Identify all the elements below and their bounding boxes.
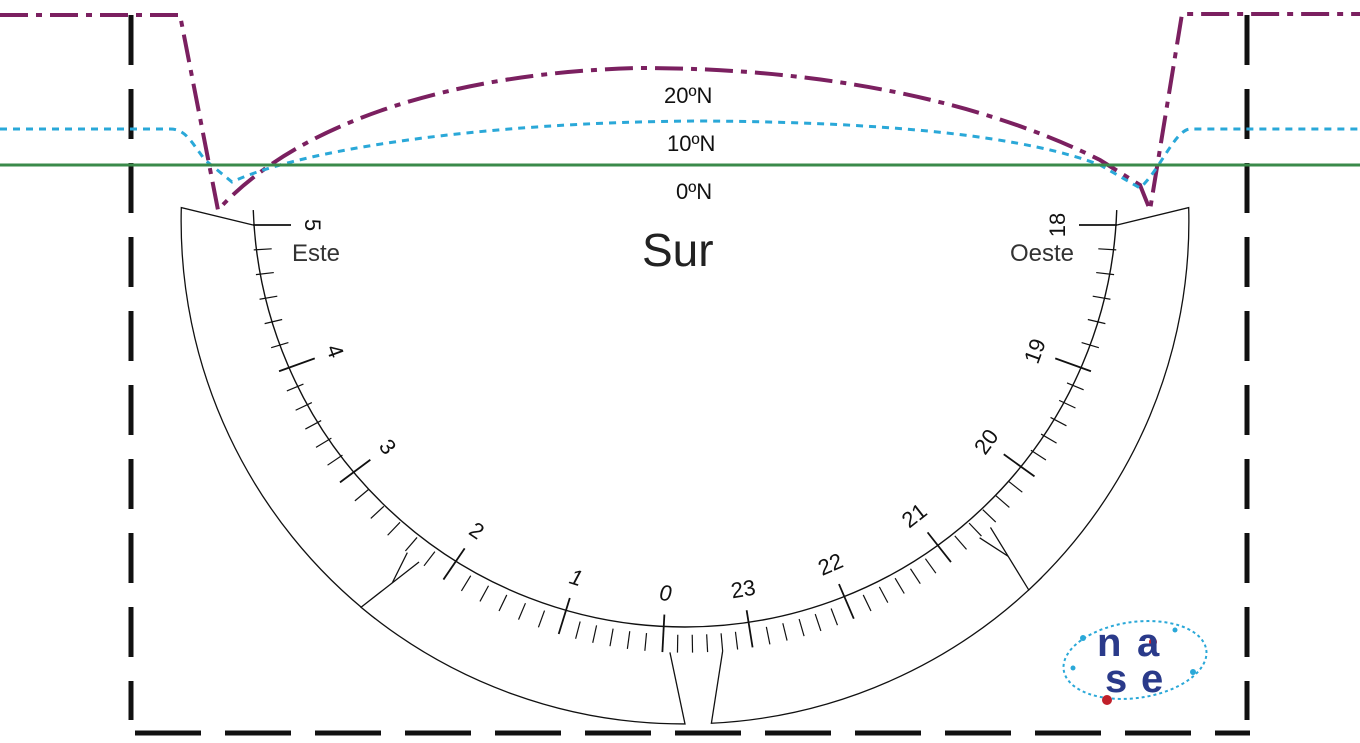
hour-minor-tick: [707, 634, 708, 652]
page-title: Sur: [642, 223, 714, 277]
logo-dot: [1071, 666, 1076, 671]
hour-label: 4: [321, 341, 349, 361]
glue-tabs: [181, 208, 1189, 724]
east-label: Este: [292, 240, 340, 268]
latitude-label-20n: 20ºN: [664, 83, 712, 109]
logo-letter-e: e: [1141, 657, 1163, 701]
logo-dot: [1190, 669, 1196, 675]
hour-label: 21: [897, 498, 932, 533]
hour-label: 5: [300, 219, 325, 231]
logo-dot: [1173, 628, 1178, 633]
hour-major-tick: [662, 615, 664, 653]
hour-label: 18: [1045, 213, 1070, 237]
hour-label: 22: [814, 548, 846, 581]
logo-dot: [1080, 635, 1086, 641]
hour-minor-tick: [424, 552, 435, 566]
hour-minor-tick: [721, 633, 723, 651]
glue-tab-flap: [361, 562, 685, 724]
nase-logo: n a s e: [1058, 612, 1211, 707]
glue-tab-flap: [711, 538, 1041, 723]
hour-label: 19: [1019, 335, 1051, 367]
west-label: Oeste: [1010, 240, 1074, 268]
latitude-label-10n: 10ºN: [667, 131, 715, 157]
glue-tab-flap: [181, 208, 407, 619]
latitude-label-0n: 0ºN: [676, 179, 712, 205]
hour-label: 20: [969, 424, 1004, 459]
hour-label: 0: [659, 580, 673, 606]
hour-label: 3: [374, 434, 401, 459]
logo-orbit: [1058, 612, 1211, 707]
logo-letter-s: s: [1105, 657, 1127, 701]
hour-minor-tick: [983, 510, 996, 522]
hour-minor-tick: [405, 537, 417, 551]
hour-label: 23: [729, 575, 757, 604]
hour-minor-tick: [969, 523, 981, 536]
hour-label: 2: [465, 517, 489, 545]
hour-label: 1: [567, 564, 586, 591]
